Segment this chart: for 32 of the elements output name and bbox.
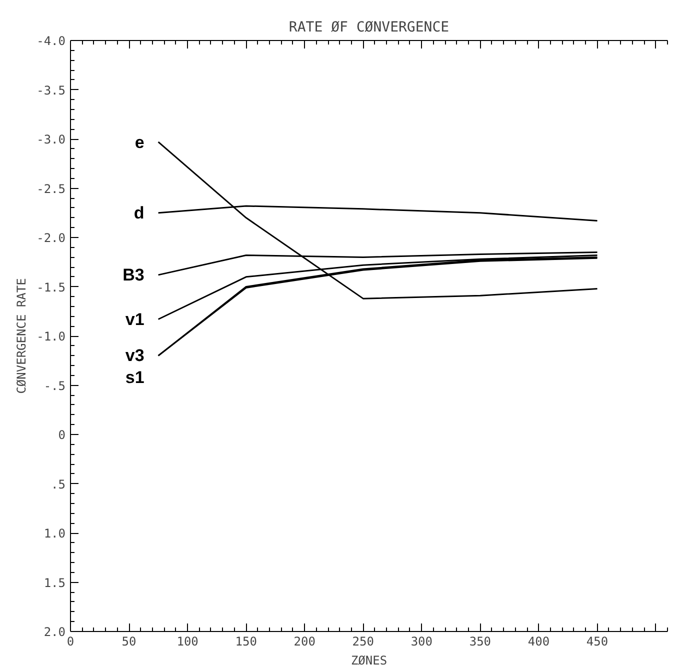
y-tick-label: -.5 [44, 378, 66, 393]
y-tick-label: -2.0 [36, 231, 66, 245]
x-tick-label: 200 [294, 634, 316, 648]
x-tick-label: 250 [352, 634, 374, 648]
x-tick-label: 150 [235, 634, 257, 648]
series-label: d [134, 203, 144, 222]
series-label: e [134, 132, 144, 152]
series-label: v3 [125, 346, 144, 366]
x-tick-label: 400 [528, 634, 550, 648]
x-axis-title: ZØNES [350, 654, 388, 668]
y-tick-label: -2.5 [36, 182, 66, 196]
series-label: v1 [125, 310, 144, 329]
y-tick-label: -3.0 [36, 132, 66, 146]
y-axis-title: CØNVERGENCE RATE [14, 278, 29, 394]
y-tick-label: -1.0 [36, 330, 66, 344]
series-label: s1 [125, 368, 144, 388]
x-tick-label: 350 [469, 634, 492, 648]
y-tick-label: -1.5 [36, 280, 66, 294]
x-tick-label: 450 [586, 634, 608, 648]
x-tick-label: 100 [176, 634, 198, 648]
y-tick-label: 1.5 [44, 576, 66, 590]
x-tick-label: 300 [410, 634, 433, 648]
y-tick-label: 2.0 [44, 625, 66, 639]
series-label: B3 [122, 265, 144, 284]
y-tick-label: 0 [58, 428, 66, 442]
chart-title: RATE ØF CØNVERGENCE [288, 20, 450, 36]
y-tick-label: -4.0 [36, 34, 66, 48]
y-tick-label: 1.0 [44, 526, 66, 540]
x-tick-label: 50 [122, 634, 136, 648]
y-tick-label: -3.5 [36, 83, 66, 98]
y-tick-label: .5 [51, 477, 66, 492]
x-tick-label: 0 [66, 634, 74, 648]
